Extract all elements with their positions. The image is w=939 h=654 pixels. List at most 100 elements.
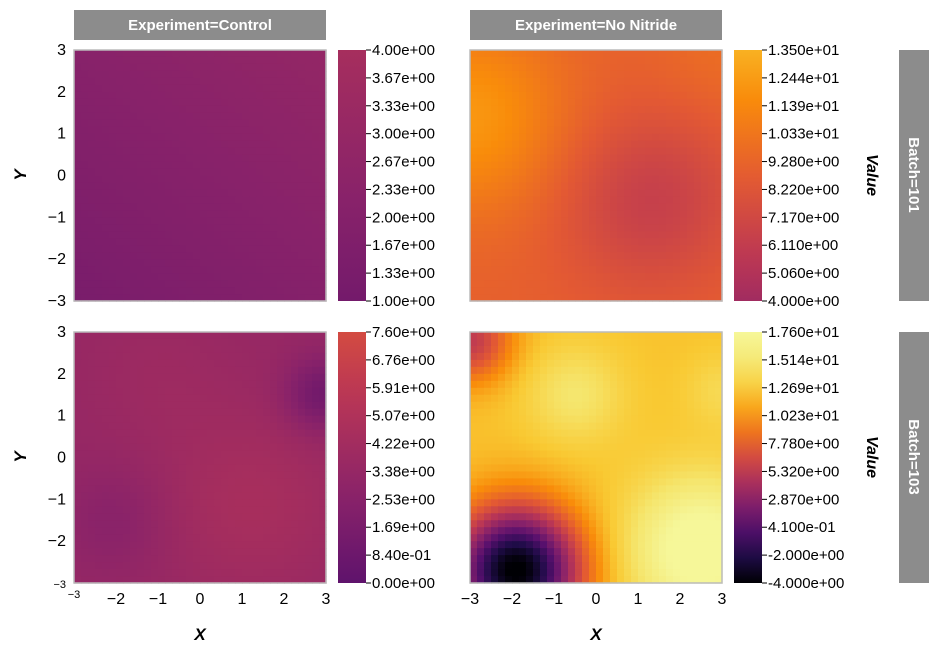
heatmap-cell	[526, 273, 534, 281]
heatmap-cell	[88, 91, 96, 100]
heatmap-cell	[95, 50, 103, 58]
heatmap-cell	[319, 175, 327, 184]
heatmap-cell	[81, 231, 89, 239]
heatmap-cell	[81, 527, 89, 535]
heatmap-cell	[505, 238, 513, 246]
heatmap-cell	[116, 119, 124, 128]
heatmap-cell	[526, 332, 534, 340]
heatmap-cell	[312, 126, 320, 135]
heatmap-cell	[102, 168, 110, 177]
heatmap-cell	[638, 140, 646, 149]
heatmap-cell	[200, 520, 208, 528]
heatmap-cell	[312, 352, 320, 361]
heatmap-cell	[319, 562, 327, 570]
heatmap-cell	[540, 231, 548, 239]
heatmap-cell	[652, 534, 660, 542]
heatmap-cell	[137, 555, 145, 563]
heatmap-cell	[130, 133, 138, 142]
heatmap-cell	[596, 287, 604, 295]
heatmap-cell	[491, 499, 499, 507]
heatmap-cell	[242, 415, 250, 424]
heatmap-cell	[477, 119, 485, 128]
heatmap-cell	[186, 471, 194, 480]
heatmap-cell	[582, 210, 590, 218]
heatmap-cell	[512, 77, 520, 86]
heatmap-cell	[631, 273, 639, 281]
heatmap-cell	[130, 562, 138, 570]
heatmap-cell	[256, 394, 264, 403]
heatmap-cell	[575, 259, 583, 267]
heatmap-cell	[123, 182, 131, 191]
heatmap-cell	[242, 189, 250, 198]
heatmap-cell	[74, 429, 82, 438]
heatmap-cell	[179, 366, 187, 375]
heatmap-cell	[484, 471, 492, 480]
heatmap-cell	[284, 422, 292, 431]
heatmap-cell	[221, 352, 229, 361]
heatmap-cell	[519, 408, 527, 417]
heatmap-cell	[179, 252, 187, 260]
heatmap-cell	[694, 345, 702, 354]
heatmap-cell	[470, 352, 478, 361]
heatmap-cell	[158, 569, 166, 577]
heatmap-cell	[617, 77, 625, 86]
heatmap-cell	[568, 380, 576, 389]
heatmap-cell	[172, 576, 180, 584]
heatmap-cell	[582, 520, 590, 528]
heatmap-cell	[88, 332, 96, 340]
heatmap-cell	[645, 84, 653, 93]
heatmap-cell	[88, 98, 96, 107]
heatmap-cell	[638, 259, 646, 267]
heatmap-cell	[242, 126, 250, 135]
heatmap-cell	[193, 352, 201, 361]
heatmap-cell	[277, 366, 285, 375]
heatmap-cell	[708, 294, 716, 302]
heatmap-cell	[235, 464, 243, 473]
heatmap-cell	[554, 217, 562, 225]
heatmap-cell	[547, 168, 555, 177]
heatmap-cell	[547, 541, 555, 549]
heatmap-cell	[568, 266, 576, 274]
heatmap-cell	[470, 541, 478, 549]
heatmap-cell	[228, 366, 236, 375]
heatmap-cell	[603, 380, 611, 389]
heatmap-cell	[277, 401, 285, 410]
heatmap-cell	[519, 422, 527, 431]
heatmap-cell	[284, 352, 292, 361]
heatmap-cell	[298, 287, 306, 295]
heatmap-cell	[263, 182, 271, 191]
heatmap-cell	[715, 429, 723, 438]
heatmap-cell	[701, 280, 709, 288]
heatmap-cell	[144, 394, 152, 403]
heatmap-cell	[624, 189, 632, 198]
heatmap-cell	[109, 387, 117, 396]
heatmap-cell	[165, 280, 173, 288]
heatmap-cell	[221, 119, 229, 128]
heatmap-cell	[624, 217, 632, 225]
heatmap-cell	[645, 210, 653, 218]
heatmap-cell	[228, 450, 236, 459]
heatmap-cell	[193, 387, 201, 396]
heatmap-cell	[638, 133, 646, 142]
heatmap-cell	[498, 70, 506, 79]
heatmap-cell	[130, 415, 138, 424]
heatmap-cell	[151, 527, 159, 535]
heatmap-cell	[228, 217, 236, 225]
heatmap-cell	[477, 70, 485, 79]
heatmap-cell	[158, 161, 166, 170]
heatmap-cell	[95, 231, 103, 239]
heatmap-cell	[263, 50, 271, 58]
heatmap-cell	[617, 408, 625, 417]
heatmap-cell	[172, 534, 180, 542]
heatmap-cell	[235, 70, 243, 79]
heatmap-cell	[645, 154, 653, 163]
heatmap-cell	[256, 332, 264, 340]
heatmap-cell	[221, 513, 229, 521]
heatmap-cell	[701, 492, 709, 500]
heatmap-cell	[715, 245, 723, 253]
heatmap-cell	[631, 457, 639, 466]
heatmap-cell	[505, 112, 513, 121]
heatmap-cell	[666, 513, 674, 521]
heatmap-cell	[235, 84, 243, 93]
heatmap-cell	[291, 133, 299, 142]
